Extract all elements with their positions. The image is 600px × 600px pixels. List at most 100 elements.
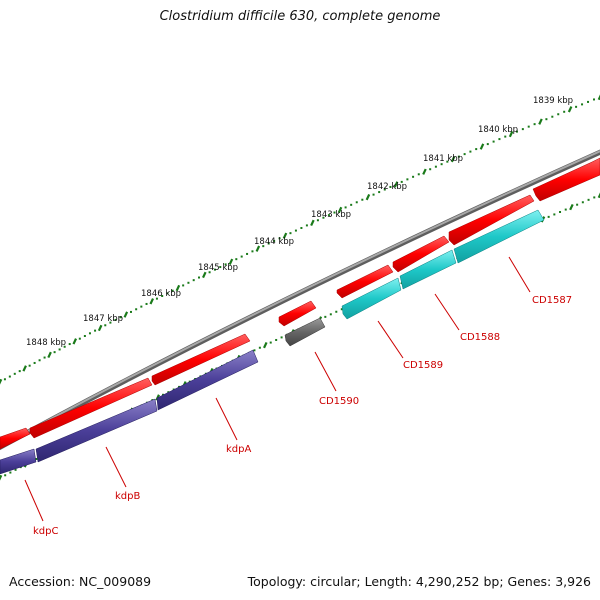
scale-ticks: [0, 93, 600, 386]
minor-tick: [197, 276, 200, 279]
scale-label-1846: 1846 kbp: [141, 289, 181, 299]
minor-tick: [553, 213, 556, 216]
minor-tick: [492, 140, 495, 143]
minor-tick: [18, 370, 21, 373]
gene-forward-arrow[interactable]: [392, 235, 450, 273]
major-tick: [282, 232, 288, 239]
minor-tick: [155, 297, 158, 300]
gene-reverse-cd1590[interactable]: [284, 317, 326, 347]
major-tick: [597, 191, 600, 199]
accession-text: Accession: NC_009089: [9, 574, 152, 589]
minor-tick: [372, 193, 375, 196]
minor-tick: [545, 118, 548, 121]
minor-tick: [240, 255, 243, 258]
minor-tick: [78, 337, 81, 340]
gene-forward-arrow[interactable]: [151, 333, 251, 386]
minor-tick: [551, 115, 554, 118]
minor-tick: [224, 263, 227, 266]
minor-tick: [171, 289, 174, 292]
minor-tick: [129, 310, 132, 313]
minor-tick: [187, 281, 190, 284]
major-tick: [337, 206, 343, 214]
gene-label-cd1587[interactable]: CD1587: [532, 295, 572, 306]
minor-tick: [389, 185, 392, 188]
minor-tick: [267, 242, 270, 245]
gene-label-kdpa[interactable]: kdpA: [226, 444, 251, 455]
major-tick: [72, 338, 78, 345]
gene-label-kdpb[interactable]: kdpB: [115, 491, 140, 502]
gene-label-cd1589[interactable]: CD1589: [403, 360, 443, 371]
minor-tick: [446, 160, 449, 163]
gene-reverse-cd1587[interactable]: [453, 209, 545, 264]
minor-tick: [9, 471, 12, 474]
gene-forward-arrow[interactable]: [336, 264, 394, 299]
minor-tick: [355, 201, 358, 204]
minor-tick: [327, 214, 330, 217]
scale-label-1844: 1844 kbp: [254, 237, 294, 247]
minor-tick: [463, 153, 466, 156]
minor-tick: [278, 237, 281, 240]
major-tick: [47, 351, 52, 359]
minor-tick: [333, 211, 336, 214]
minor-tick: [4, 474, 7, 477]
gene-forward-arrow[interactable]: [0, 427, 31, 450]
minor-tick: [316, 219, 319, 222]
major-tick: [255, 245, 261, 252]
minor-tick: [294, 229, 297, 232]
minor-tick: [383, 188, 386, 191]
gene-reverse-kdpa[interactable]: [156, 349, 259, 411]
major-tick: [149, 298, 155, 305]
major-tick: [569, 203, 574, 211]
gene-reverse-kdpc[interactable]: [0, 448, 37, 475]
gene-label-cd1590[interactable]: CD1590: [319, 396, 359, 407]
minor-tick: [417, 173, 420, 176]
minor-tick: [557, 113, 560, 116]
minor-tick: [593, 196, 596, 199]
major-tick: [597, 93, 600, 101]
minor-tick: [498, 138, 501, 141]
minor-tick: [253, 349, 256, 352]
gene-reverse-cd1588[interactable]: [399, 249, 457, 290]
minor-tick: [469, 150, 472, 153]
gene-forward-arrow[interactable]: [29, 377, 153, 439]
minor-tick: [564, 208, 567, 211]
gene-reverse-kdpb[interactable]: [35, 398, 158, 463]
minor-tick: [53, 351, 56, 354]
minor-tick: [350, 203, 353, 206]
minor-tick: [83, 334, 86, 337]
gene-label-cd1588[interactable]: CD1588: [460, 332, 500, 343]
minor-tick: [378, 191, 381, 194]
minor-tick: [182, 284, 185, 287]
minor-tick: [559, 210, 562, 213]
minor-tick: [213, 268, 216, 271]
minor-tick: [575, 105, 578, 108]
major-tick: [123, 311, 129, 318]
major-tick: [310, 219, 315, 227]
gene-forward-arrow[interactable]: [278, 300, 317, 327]
minor-tick: [114, 318, 117, 321]
minor-tick: [161, 294, 164, 297]
scale-label-1845: 1845 kbp: [198, 263, 238, 273]
minor-tick: [94, 329, 97, 332]
minor-tick: [33, 361, 36, 364]
minor-tick: [340, 308, 343, 311]
gene-forward-arrow[interactable]: [448, 194, 535, 246]
minor-tick: [258, 346, 261, 349]
gene-reverse-cd1589[interactable]: [341, 277, 402, 320]
gene-forward-arrow[interactable]: [532, 157, 600, 202]
forward-genes: [0, 157, 600, 450]
minor-tick: [533, 123, 536, 126]
minor-tick: [192, 279, 195, 282]
minor-tick: [581, 201, 584, 204]
gene-label-kdpc[interactable]: kdpC: [33, 526, 58, 537]
scale-label-1842: 1842 kbp: [367, 182, 407, 192]
minor-tick: [289, 232, 292, 235]
minor-tick: [322, 216, 325, 219]
minor-tick: [275, 338, 278, 341]
minor-tick: [166, 292, 169, 295]
scale-label-1840: 1840 kbp: [478, 125, 518, 135]
minor-tick: [63, 345, 66, 348]
major-tick: [365, 193, 371, 201]
